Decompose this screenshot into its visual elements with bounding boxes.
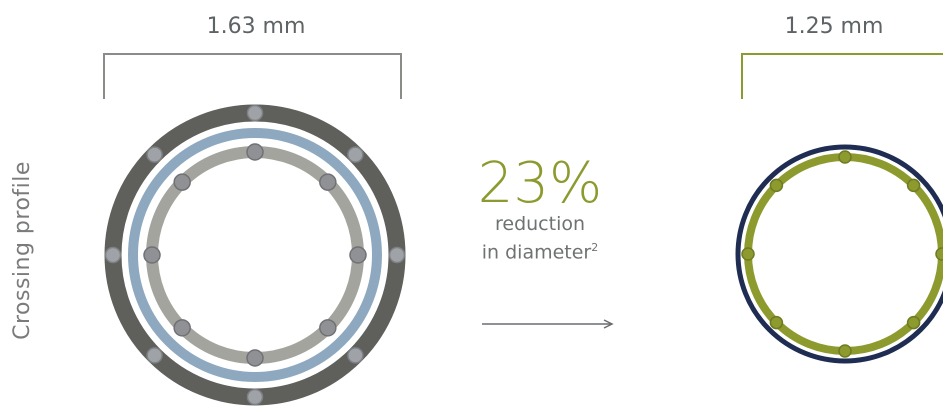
left-dimension-bracket: [103, 53, 402, 99]
inner-strut-node: [173, 319, 191, 337]
outer-strut-node: [146, 347, 163, 364]
diameter-label: in diameter: [481, 241, 592, 264]
inner-strut-node: [349, 246, 367, 264]
reduction-text: reduction: [494, 213, 586, 235]
right-dimension-bracket: [741, 53, 943, 99]
left-inner-strut-nodes: [143, 143, 367, 367]
footnote-marker: 2: [591, 241, 599, 254]
outer-strut-node: [104, 246, 122, 264]
reduction-percent: 23%: [477, 151, 603, 216]
right-strut-node: [906, 315, 921, 330]
diameter-text: in diameter2: [470, 236, 610, 264]
outer-strut-node: [347, 347, 364, 364]
inner-strut-node: [246, 143, 264, 161]
left-device-cross-section: [104, 104, 406, 406]
right-strut-node: [838, 344, 852, 358]
left-dimension-label: 1.63 mm: [206, 14, 306, 39]
outer-strut-node: [146, 146, 163, 163]
outer-strut-node: [246, 104, 264, 122]
right-device-cross-section: [735, 144, 943, 364]
left-blue-ring: [128, 128, 382, 382]
reduction-stat: 23% reduction in diameter2: [470, 156, 610, 264]
right-strut-node: [906, 178, 921, 193]
right-strut-node: [741, 247, 755, 261]
inner-strut-node: [319, 173, 337, 191]
inner-strut-node: [246, 349, 264, 367]
right-dimension-label: 1.25 mm: [784, 14, 884, 39]
arrow-right-icon: [482, 319, 614, 329]
right-strut-node: [935, 247, 943, 261]
left-outer-strut-nodes: [104, 104, 406, 406]
outer-strut-node: [388, 246, 406, 264]
right-strut-node: [769, 315, 784, 330]
inner-strut-node: [173, 173, 191, 191]
outer-strut-node: [246, 388, 264, 406]
right-navy-ring: [735, 144, 943, 364]
inner-strut-node: [143, 246, 161, 264]
outer-strut-node: [347, 146, 364, 163]
right-strut-node: [769, 178, 784, 193]
right-strut-node: [838, 150, 852, 164]
inner-strut-node: [319, 319, 337, 337]
right-strut-nodes: [741, 150, 943, 358]
